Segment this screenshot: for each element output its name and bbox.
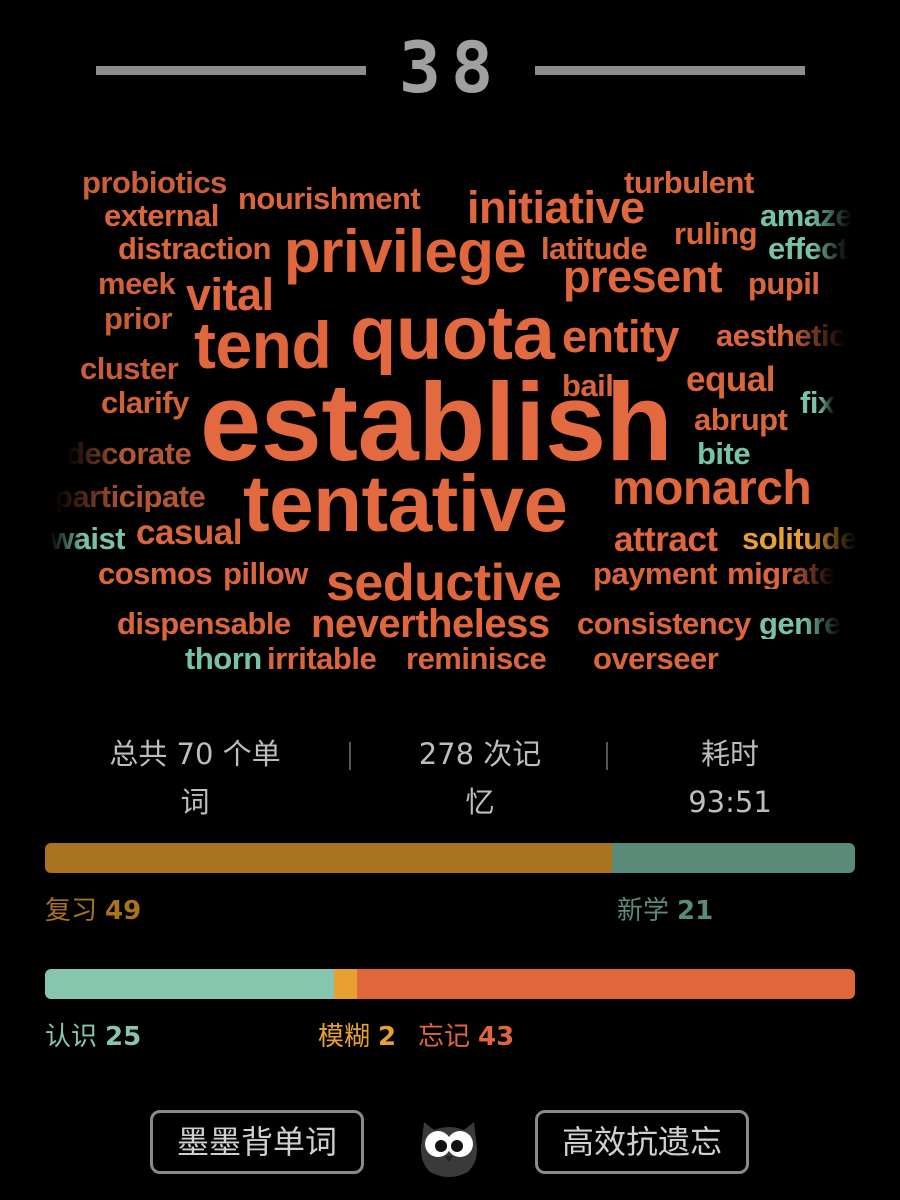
cloud-word: attract (614, 520, 718, 559)
cloud-word: probiotics (82, 165, 227, 200)
cloud-word: waist (50, 521, 126, 556)
cloud-word: thorn (185, 641, 262, 676)
cloud-word: external (104, 198, 219, 233)
known-segment (45, 969, 335, 999)
cloud-word: reminisce (406, 641, 547, 676)
cloud-word: latitude (541, 231, 648, 266)
cloud-word: irritable (267, 641, 377, 676)
stat-recalls-line1: 278 次记 (418, 737, 542, 771)
cloud-word: aesthetic (716, 318, 846, 353)
memory-progress-bar (45, 969, 855, 999)
review-label: 复习 (45, 896, 98, 926)
new-label: 新学 (617, 896, 670, 926)
slogan-button[interactable]: 高效抗遗忘 (535, 1110, 749, 1174)
cloud-word: clarify (101, 385, 189, 420)
cloud-word: participate (54, 479, 206, 514)
cloud-word: genre (759, 606, 841, 641)
review-legend: 复习 49 (45, 895, 141, 927)
cloud-word: payment (593, 556, 717, 591)
cloud-word: privilege (284, 218, 527, 285)
stat-separator (606, 742, 608, 770)
stat-recalls-line2: 忆 (465, 785, 495, 819)
stat-time-value: 93:51 (688, 785, 772, 819)
cloud-word: present (563, 251, 723, 302)
cloud-word: decorate (66, 436, 192, 471)
cloud-word: distraction (118, 231, 271, 266)
new-legend: 新学 21 (617, 895, 713, 927)
review-segment (45, 843, 612, 873)
stat-separator (349, 742, 351, 770)
cloud-word: effect (768, 231, 848, 266)
day-number: 38 (398, 27, 504, 109)
cloud-word: pillow (223, 556, 308, 591)
cloud-word: nourishment (238, 181, 421, 216)
stat-time-label: 耗时 (700, 737, 759, 771)
app-name-button[interactable]: 墨墨背单词 (150, 1110, 364, 1174)
cloud-word: amaze (760, 198, 853, 233)
cloud-word: fix (800, 385, 835, 420)
cloud-word: migrate (727, 556, 836, 591)
cloud-word: cluster (80, 351, 179, 386)
new-segment (612, 843, 855, 873)
cloud-word: initiative (467, 182, 645, 233)
review-new-progress-bar (45, 843, 855, 873)
known-legend: 认识 25 (45, 1021, 141, 1053)
cloud-word: vital (186, 269, 274, 320)
cloud-word: tentative (243, 459, 568, 548)
known-label: 认识 (45, 1022, 98, 1052)
cloud-word: abrupt (694, 402, 788, 437)
vague-legend: 模糊 2 (318, 1021, 396, 1053)
cloud-word: cosmos (98, 556, 213, 591)
cloud-word: bail (562, 368, 614, 403)
cloud-word: consistency (577, 606, 751, 641)
cloud-word: monarch (612, 462, 812, 515)
word-cloud: probiotics nourishment turbulent external in… (50, 165, 857, 676)
cloud-word: meek (98, 266, 176, 301)
header-divider-left (96, 66, 366, 75)
cloud-word: establish (200, 361, 673, 484)
owl-icon (421, 1122, 477, 1177)
cloud-word: ruling (674, 216, 758, 251)
cloud-word: solitude (742, 521, 857, 556)
forgot-label: 忘记 (418, 1022, 471, 1052)
stat-recalls: 278 次记 忆 (385, 730, 575, 826)
stat-total-words-line2: 词 (180, 785, 210, 819)
cloud-word: seductive (326, 554, 562, 612)
stat-total-words: 总共 70 个单 词 (100, 730, 290, 826)
known-count: 25 (105, 1022, 142, 1052)
cloud-word: dispensable (117, 606, 291, 641)
header-divider-right (535, 66, 805, 75)
review-count: 49 (105, 896, 142, 926)
cloud-word: bite (697, 436, 751, 471)
cloud-word: pupil (748, 266, 820, 301)
cloud-word: equal (686, 360, 775, 399)
stat-total-words-line1: 总共 70 个单 (109, 737, 281, 771)
forgot-count: 43 (478, 1022, 515, 1052)
cloud-word: tend (194, 308, 332, 382)
forgot-legend: 忘记 43 (418, 1021, 514, 1053)
vague-count: 2 (378, 1022, 397, 1052)
forgot-segment (357, 969, 855, 999)
vague-label: 模糊 (318, 1022, 371, 1052)
cloud-word: overseer (593, 641, 719, 676)
cloud-word: quota (350, 291, 555, 376)
cloud-word: casual (136, 513, 242, 552)
cloud-word: entity (562, 311, 680, 362)
cloud-word: turbulent (624, 165, 754, 200)
cloud-word: prior (104, 301, 173, 336)
cloud-word: nevertheless (311, 602, 550, 646)
stat-time: 耗时 93:51 (640, 730, 820, 826)
vague-segment (334, 969, 358, 999)
new-count: 21 (677, 896, 714, 926)
